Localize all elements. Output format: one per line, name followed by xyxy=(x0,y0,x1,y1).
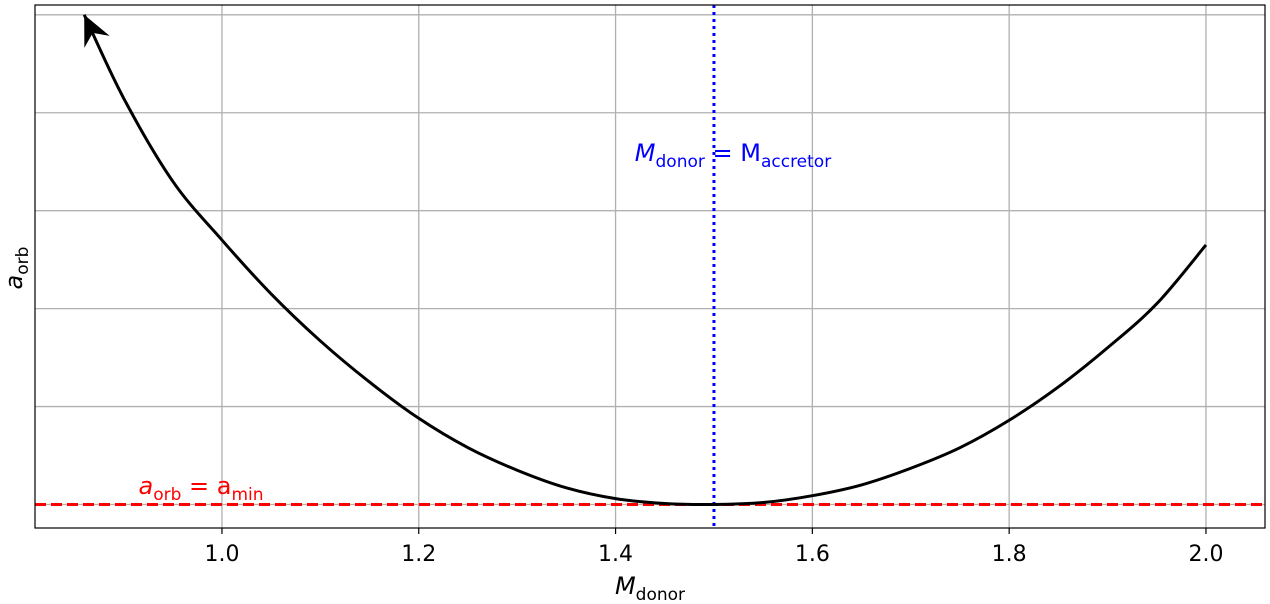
series-line xyxy=(82,14,1208,507)
x-tick-label: 1.8 xyxy=(992,542,1027,567)
x-tick-label: 1.0 xyxy=(204,542,239,567)
x-tick-label: 1.6 xyxy=(795,542,830,567)
x-axis-ticks: 1.0 1.2 1.4 1.6 1.8 2.0 xyxy=(204,528,1223,567)
x-tick-label: 1.2 xyxy=(401,542,436,567)
x-tick-label: 1.4 xyxy=(598,542,633,567)
x-axis-label: Mdonor xyxy=(615,572,685,604)
arrow-head xyxy=(84,14,110,48)
y-axis-label: aorb xyxy=(0,247,33,290)
hline-label: aorb = amin xyxy=(138,472,263,505)
grid xyxy=(35,5,1265,528)
plot-frame xyxy=(34,4,1266,529)
vline-label: Mdonor = Maccretor xyxy=(635,139,831,172)
series-group xyxy=(82,14,1208,507)
x-tick-label: 2.0 xyxy=(1188,542,1223,567)
